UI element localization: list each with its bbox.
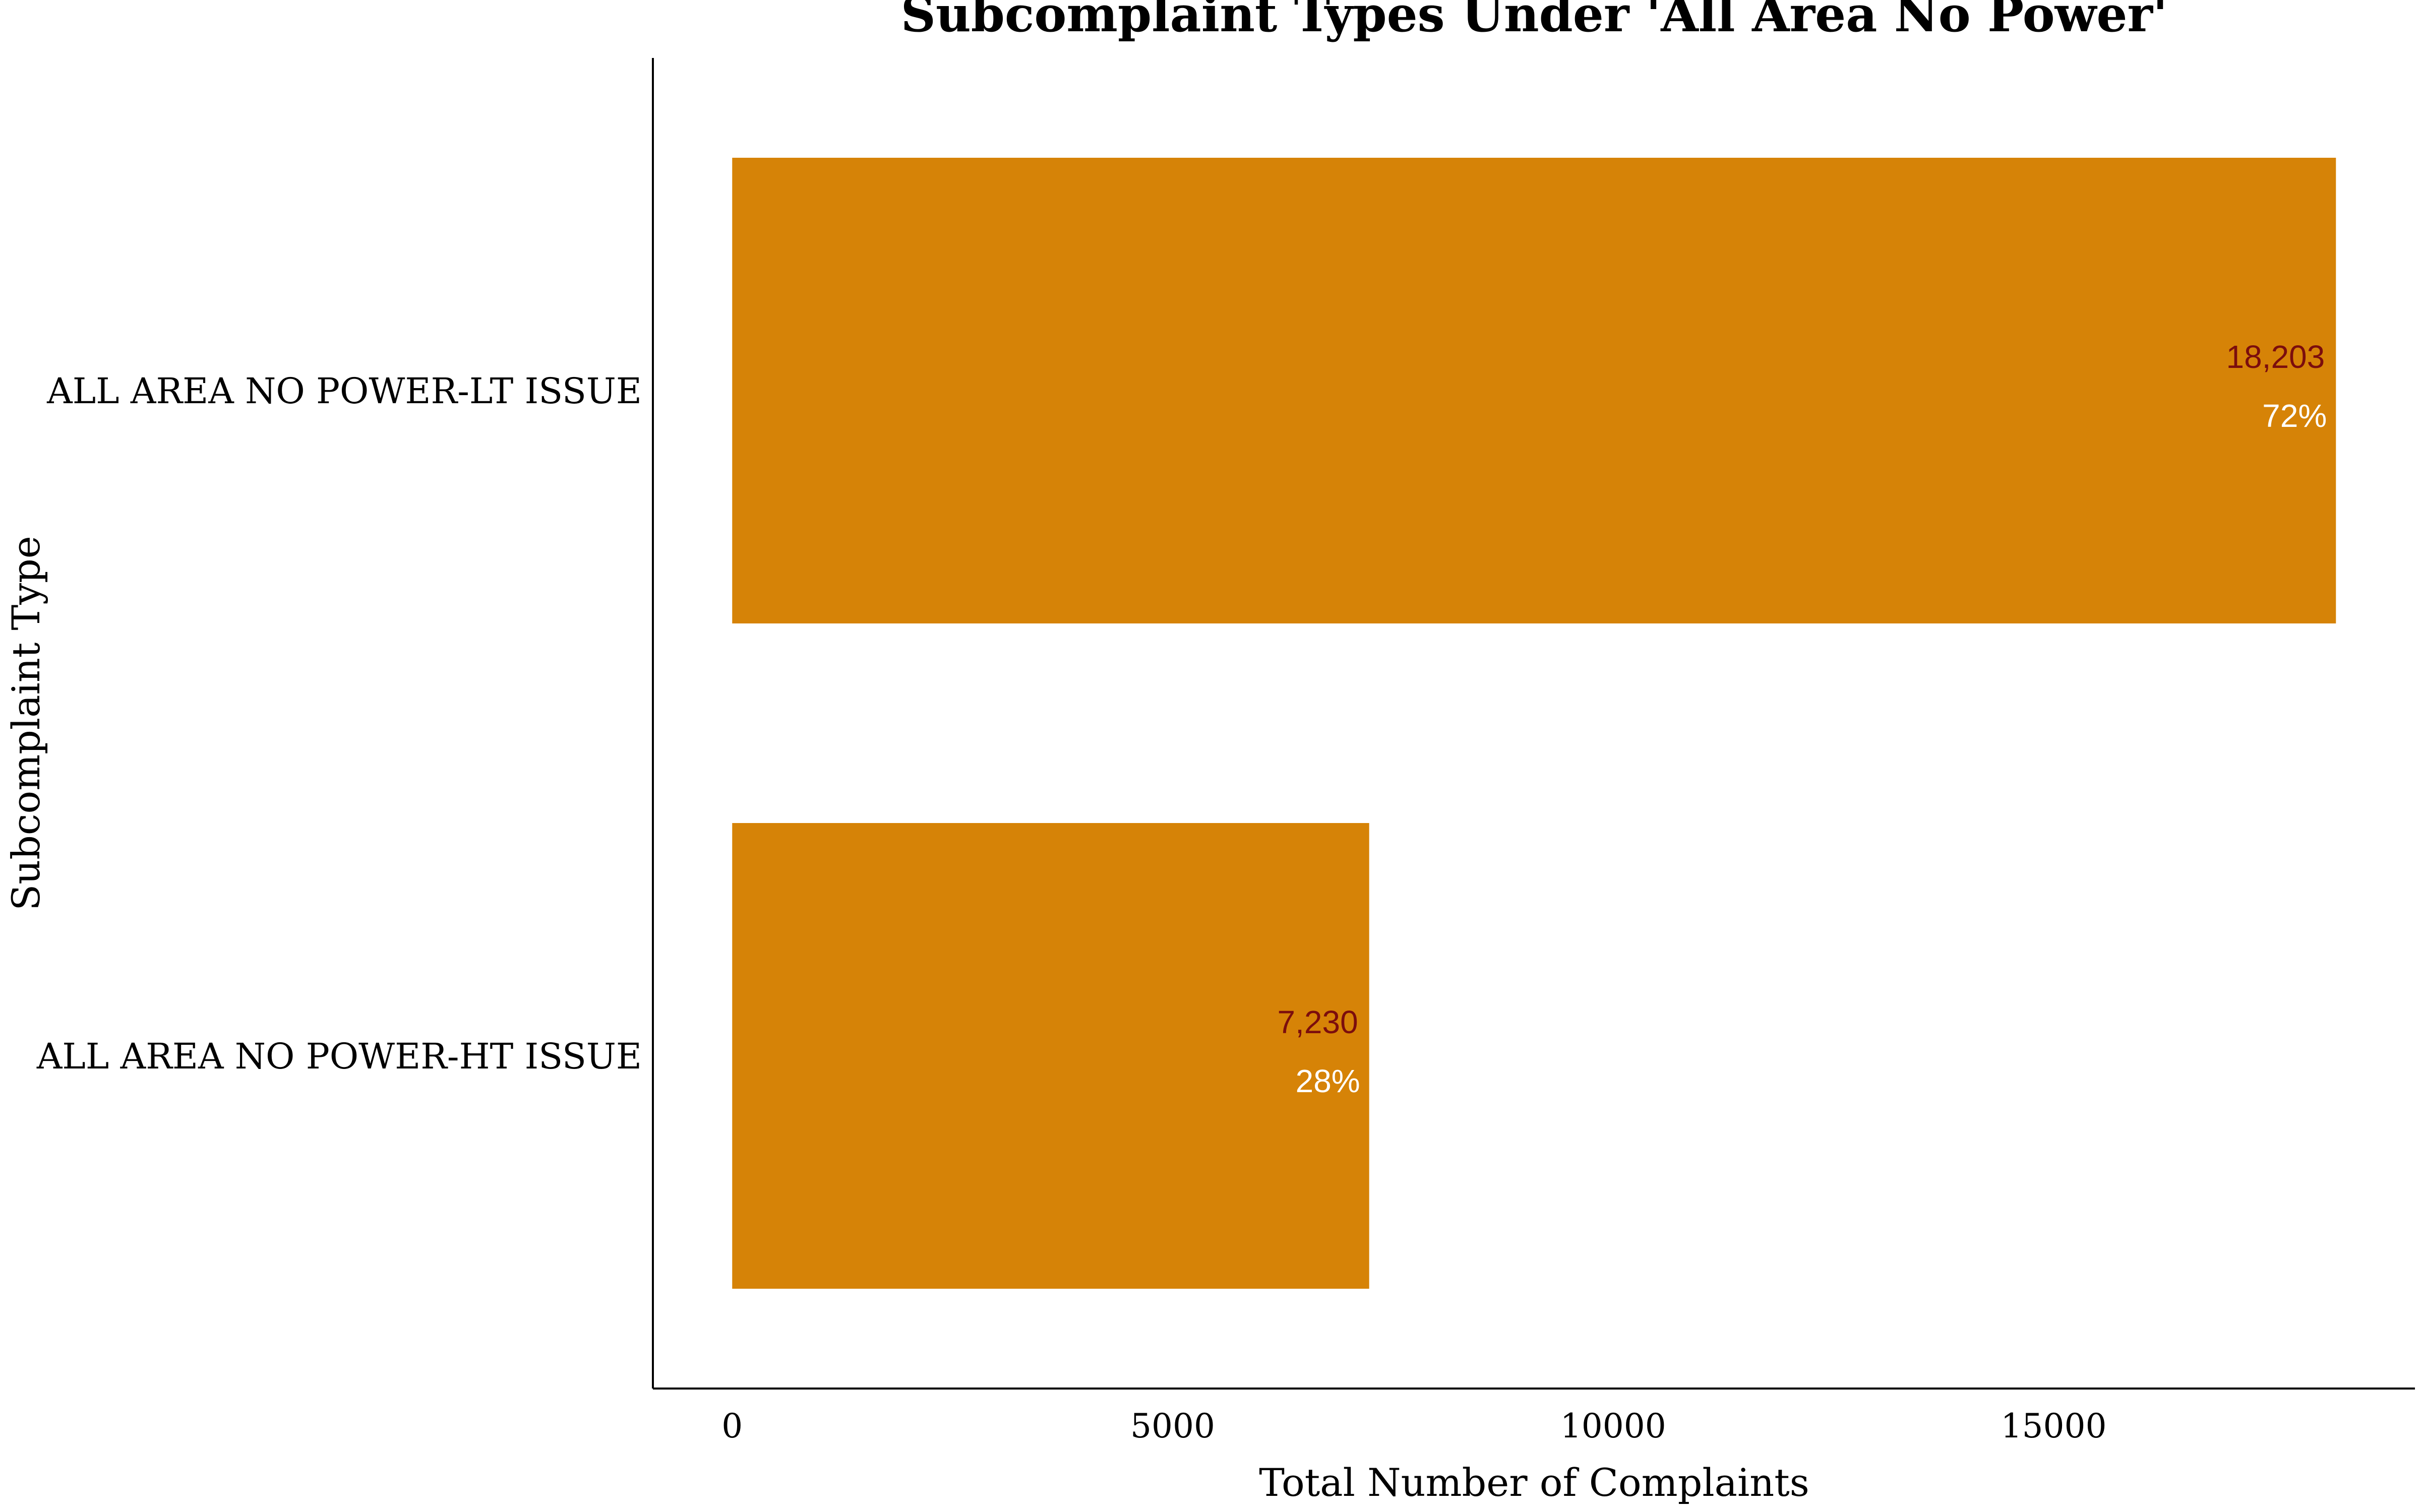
value-label-all-area-no-power-lt-issue: 18,203 <box>2226 339 2325 375</box>
chart-title: Subcomplaint Types Under 'All Area No Po… <box>901 0 2168 43</box>
x-tick-label-10000: 10000 <box>1560 1407 1666 1445</box>
x-tick-label-5000: 5000 <box>1130 1407 1215 1445</box>
value-label-all-area-no-power-ht-issue: 7,230 <box>1278 1004 1358 1040</box>
percent-label-all-area-no-power-lt-issue: 72% <box>2262 398 2327 434</box>
bar-all-area-no-power-lt-issue <box>732 158 2336 623</box>
x-tick-label-15000: 15000 <box>2001 1407 2107 1445</box>
bars-layer <box>732 158 2336 1289</box>
percent-label-all-area-no-power-ht-issue: 28% <box>1296 1063 1360 1099</box>
x-axis-title: Total Number of Complaints <box>1259 1460 1809 1505</box>
axes-layer: 0 5000 10000 15000 <box>652 58 2415 1445</box>
category-label-all-area-no-power-lt-issue: ALL AREA NO POWER-LT ISSUE <box>46 370 642 412</box>
x-tick-label-0: 0 <box>721 1407 743 1445</box>
bar-all-area-no-power-ht-issue <box>732 823 1369 1289</box>
data-labels-layer: 18,203 72% ALL AREA NO POWER-LT ISSUE 7,230… <box>36 339 2327 1099</box>
y-axis-title: Subcomplaint Type <box>4 536 48 911</box>
category-label-all-area-no-power-ht-issue: ALL AREA NO POWER-HT ISSUE <box>36 1036 642 1077</box>
